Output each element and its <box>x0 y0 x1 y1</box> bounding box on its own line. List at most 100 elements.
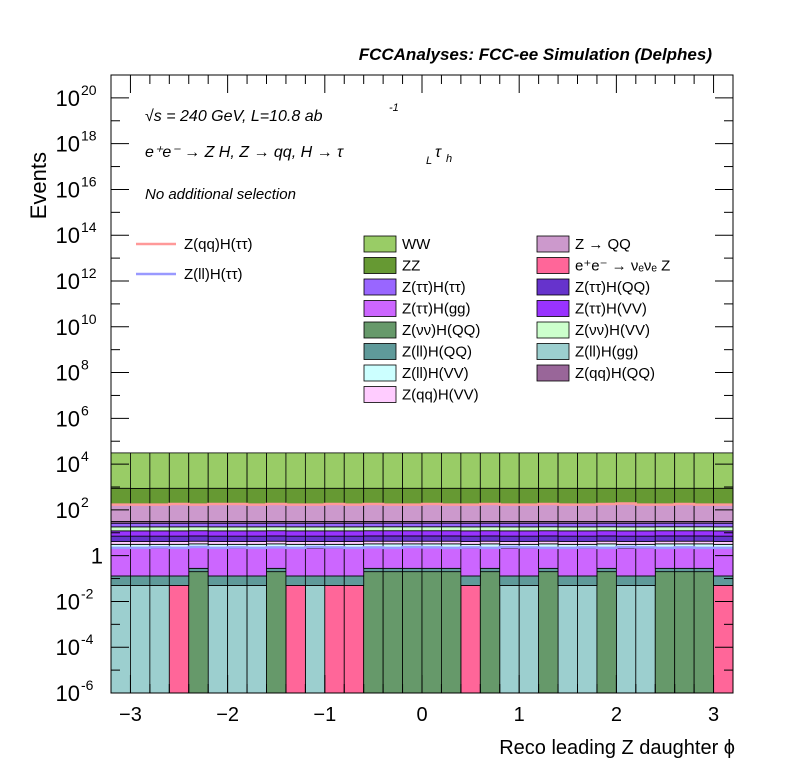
bar-z-ll-h-qq-6 <box>227 575 248 586</box>
bar-z-qq-27 <box>635 503 656 522</box>
signal-z-qq-h <box>111 502 733 506</box>
bar-z-h-gg-27 <box>635 547 656 577</box>
bar-z-ll-h-gg-26 <box>615 585 637 694</box>
y-axis-title: Events <box>26 152 51 219</box>
bar-zz-3 <box>168 487 190 505</box>
bar-ww-29 <box>674 452 695 489</box>
svg-text:Z(ll)H(VV): Z(ll)H(VV) <box>402 365 469 382</box>
bar-z-h-17 <box>441 522 462 528</box>
svg-text:Z(ττ)H(VV): Z(ττ)H(VV) <box>575 301 647 318</box>
signal-z-ll-h <box>111 545 733 550</box>
bar-z-qq-8 <box>266 503 287 522</box>
bar-ww-20 <box>499 452 520 489</box>
legend-signal-z-qq-h: Z(qq)H(ττ) <box>136 236 253 253</box>
bar-ww-26 <box>615 452 637 489</box>
svg-text:-4: -4 <box>81 631 94 647</box>
y-tick-label: 10 10 <box>56 311 97 340</box>
svg-text:10: 10 <box>56 177 80 202</box>
bar-z-h-26 <box>615 522 637 528</box>
legend-entry-z-h: Z(ττ)H(ττ) <box>363 278 466 296</box>
bar-z-h-gg-28 <box>654 547 676 569</box>
bar-e-e-z-11 <box>324 585 345 694</box>
bar-z-h-gg-24 <box>577 547 598 577</box>
x-tick-label: −1 <box>313 704 336 726</box>
process-subscript-h: h <box>446 153 452 165</box>
bar-z-ll-h-gg-23 <box>557 585 578 694</box>
bar-z-qq-h-vv-26 <box>615 541 637 545</box>
bar-zz-25 <box>596 487 617 505</box>
bar-zz-11 <box>324 487 345 505</box>
bar-z-ll-h-qq-14 <box>382 567 403 573</box>
bar-zz-2 <box>149 487 170 505</box>
bar-e-e-z-12 <box>343 585 365 694</box>
bar-z-qq-6 <box>227 503 248 522</box>
bar-z-h-qq-22 <box>538 535 559 542</box>
bar-z-ll-h-gg-24 <box>577 585 598 694</box>
bar-ww-12 <box>343 452 365 489</box>
bar-zz-23 <box>557 487 578 505</box>
y-tick-label: 1 <box>91 544 103 569</box>
svg-text:6: 6 <box>81 402 89 418</box>
bar-z-ll-h-qq-9 <box>285 575 306 586</box>
legend-entry-z-ll-h-gg: Z(ll)H(gg) <box>536 343 638 361</box>
bar-z-h-qq-15 <box>402 571 423 694</box>
series-z-h-gg <box>110 547 734 577</box>
bar-zz-26 <box>615 487 637 505</box>
bar-z-qq-22 <box>538 503 559 522</box>
bar-z-ll-h-gg-20 <box>499 585 520 694</box>
y-tick-label: 10 8 <box>56 357 89 386</box>
bar-z-h-vv-0 <box>110 526 131 532</box>
bar-z-qq-h-vv-3 <box>168 541 190 545</box>
bar-ww-31 <box>713 452 734 489</box>
bar-z-h-gg-1 <box>130 547 151 577</box>
bar-z-ll-h-gg-5 <box>207 585 229 694</box>
bar-z-h-qq-0 <box>110 535 131 542</box>
bar-z-qq-15 <box>402 503 423 522</box>
bar-z-h-qq-14 <box>382 535 403 542</box>
bar-z-h-vv-28 <box>654 526 676 532</box>
legend-entry-e-e-z: e⁺e⁻ → νₑνₑ Z <box>536 257 670 275</box>
bar-z-h-16 <box>421 522 442 528</box>
bar-z-h-qq-19 <box>479 535 501 542</box>
bar-z-h-vv-14 <box>382 530 403 537</box>
bar-z-h-vv-14 <box>382 526 403 532</box>
bar-z-qq-h-vv-2 <box>149 541 170 545</box>
bar-z-h-vv-15 <box>402 526 423 532</box>
svg-text:10: 10 <box>56 315 80 340</box>
bar-z-h-22 <box>538 522 559 528</box>
bar-z-h-10 <box>304 522 326 528</box>
bar-ww-9 <box>285 452 306 489</box>
bar-z-h-qq-9 <box>285 535 306 542</box>
energy-lumi-exponent: -1 <box>389 102 399 114</box>
x-tick-label: −2 <box>216 704 239 726</box>
svg-text:Z(ll)H(ττ): Z(ll)H(ττ) <box>184 266 243 283</box>
bar-z-h-gg-16 <box>421 547 442 569</box>
bar-z-h-qq-30 <box>693 571 714 694</box>
bar-z-h-vv-1 <box>130 530 151 537</box>
legend-entry-z-ll-h-vv: Z(ll)H(VV) <box>363 364 469 382</box>
bar-zz-21 <box>518 487 540 505</box>
bar-z-qq-1 <box>130 504 151 522</box>
bar-z-h-gg-19 <box>479 547 501 569</box>
svg-text:10: 10 <box>56 635 80 660</box>
bar-ww-8 <box>266 452 287 489</box>
bar-z-h-19 <box>479 522 501 528</box>
bar-zz-27 <box>635 487 656 505</box>
bar-z-ll-h-qq-28 <box>654 567 676 573</box>
bar-z-h-vv-0 <box>110 530 131 537</box>
bar-zz-7 <box>246 487 267 505</box>
bar-z-h-vv-18 <box>460 530 481 537</box>
bar-z-h-qq-25 <box>596 571 617 694</box>
bar-z-qq-h-vv-10 <box>304 541 326 545</box>
bar-z-h-vv-21 <box>518 530 540 537</box>
bar-z-h-14 <box>382 522 403 528</box>
bar-z-h-24 <box>577 522 598 528</box>
bar-z-h-0 <box>110 522 131 528</box>
bar-z-h-qq-21 <box>518 535 540 542</box>
svg-text:10: 10 <box>56 361 80 386</box>
bar-z-qq-5 <box>207 503 229 522</box>
bar-z-h-qq-12 <box>343 535 365 542</box>
bar-z-h-gg-20 <box>499 547 520 577</box>
bar-z-ll-h-qq-5 <box>207 575 229 586</box>
bar-ww-22 <box>538 452 559 489</box>
